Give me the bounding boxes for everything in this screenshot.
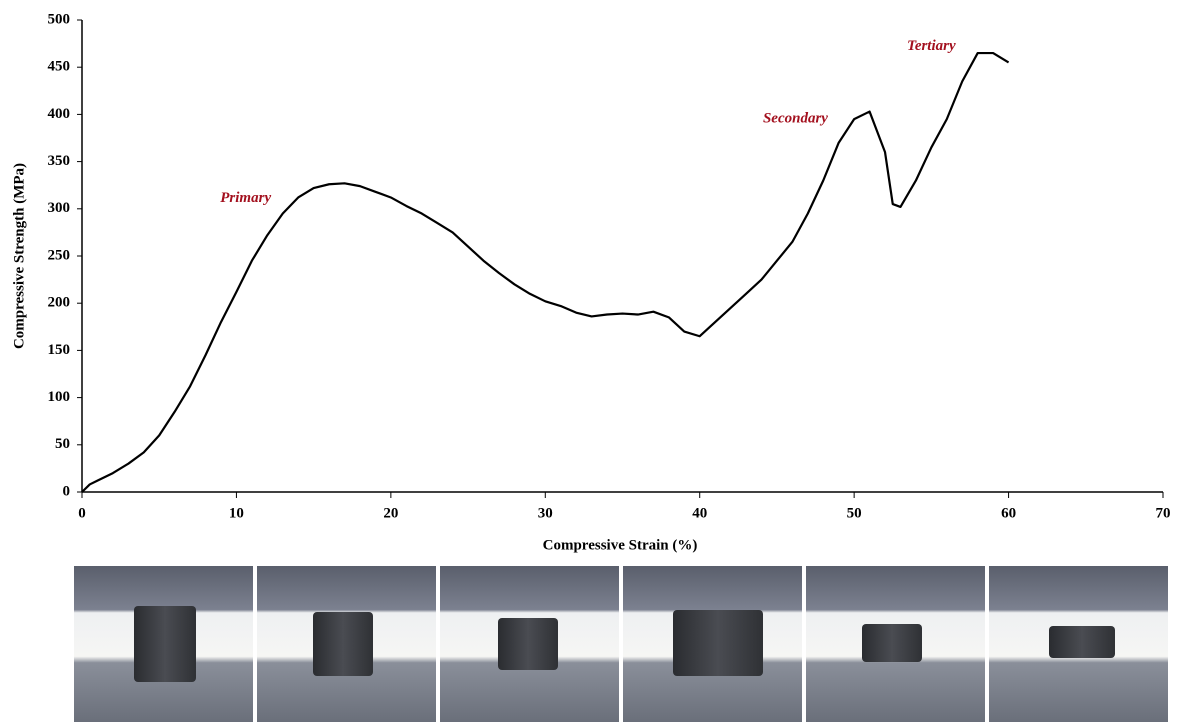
x-tick-label: 30 xyxy=(538,505,553,521)
y-tick-label: 250 xyxy=(48,247,71,263)
y-tick-label: 150 xyxy=(48,342,71,358)
x-axis-label: Compressive Strain (%) xyxy=(543,537,698,553)
x-tick-label: 10 xyxy=(229,505,244,521)
y-axis-label: Compressive Strength (MPa) xyxy=(11,163,27,349)
x-tick-label: 60 xyxy=(1001,505,1016,521)
annotation: Secondary xyxy=(763,111,828,127)
x-tick-label: 40 xyxy=(692,505,707,521)
photo xyxy=(623,566,802,722)
photo xyxy=(440,566,619,722)
page: Compressive Strain (%) Compressive Stren… xyxy=(0,0,1182,722)
y-tick-label: 0 xyxy=(63,483,71,499)
specimen-photos xyxy=(74,566,1168,722)
y-tick-label: 100 xyxy=(48,389,71,405)
line xyxy=(82,53,1009,492)
photo xyxy=(74,566,253,722)
chart: Compressive Strain (%) Compressive Stren… xyxy=(0,0,1182,562)
y-tick-label: 300 xyxy=(48,200,71,216)
photo xyxy=(257,566,436,722)
y-tick-label: 350 xyxy=(48,153,71,169)
photo xyxy=(989,566,1168,722)
x-tick-label: 70 xyxy=(1156,505,1171,521)
x-tick-label: 0 xyxy=(78,505,86,521)
y-tick-label: 500 xyxy=(48,11,71,27)
annotation: Primary xyxy=(220,190,271,206)
y-tick-label: 450 xyxy=(48,59,71,75)
photo xyxy=(806,566,985,722)
x-tick-label: 20 xyxy=(383,505,398,521)
y-tick-label: 200 xyxy=(48,295,71,311)
annotation: Tertiary xyxy=(907,38,956,54)
y-tick-label: 400 xyxy=(48,106,71,122)
y-tick-label: 50 xyxy=(55,436,70,452)
x-tick-label: 50 xyxy=(847,505,862,521)
